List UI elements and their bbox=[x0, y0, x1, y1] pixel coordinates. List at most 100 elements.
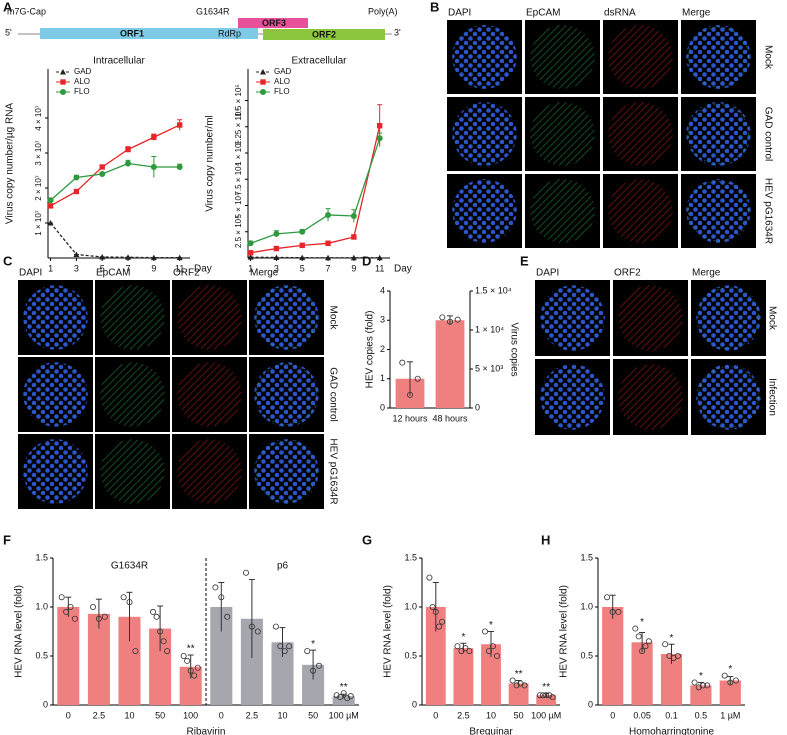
y-tick-label: 1.0 bbox=[580, 601, 593, 611]
legend-marker bbox=[260, 69, 266, 75]
data-point bbox=[414, 375, 421, 382]
y-tick-label: 1 × 10⁴ bbox=[475, 324, 504, 334]
bar bbox=[118, 616, 141, 705]
y-tick-label: 1.0 bbox=[404, 601, 417, 611]
organoid bbox=[452, 179, 517, 243]
y-tick-label: 7.5 × 10⁴ bbox=[234, 162, 243, 195]
marker bbox=[299, 242, 305, 249]
y-axis-label: HEV copies (fold) bbox=[365, 311, 376, 389]
data-point bbox=[546, 692, 553, 699]
organoid bbox=[530, 25, 595, 89]
significance: * bbox=[640, 617, 644, 628]
y-tick-label: 0.5 bbox=[580, 650, 593, 660]
y-tick-label: 1.5 × 10⁴ bbox=[475, 285, 512, 295]
bar bbox=[719, 680, 741, 705]
x-tick-label: 12 hours bbox=[392, 413, 428, 423]
legend-label: GAD bbox=[74, 67, 92, 76]
marker bbox=[273, 254, 280, 260]
y-tick-label: 1.5 bbox=[580, 552, 593, 562]
bar bbox=[453, 648, 474, 705]
panel-label: G bbox=[362, 532, 372, 547]
y-tick-label: 3 × 10⁷ bbox=[34, 140, 43, 165]
data-point bbox=[521, 682, 528, 689]
significance: * bbox=[461, 632, 465, 643]
marker bbox=[125, 254, 132, 260]
data-point bbox=[272, 623, 279, 630]
row-label: Mock bbox=[762, 45, 773, 70]
data-point bbox=[439, 618, 446, 625]
row-label: Infection bbox=[766, 378, 777, 416]
marker bbox=[151, 134, 157, 140]
data-point bbox=[462, 645, 469, 652]
significance: ** bbox=[542, 682, 550, 693]
bar bbox=[690, 685, 712, 705]
marker bbox=[325, 254, 332, 261]
organoid bbox=[686, 102, 751, 166]
marker bbox=[125, 146, 131, 153]
x-tick-label: 2.5 bbox=[93, 710, 106, 720]
polya-label: Poly(A) bbox=[368, 6, 398, 16]
y-tick-label: 4 × 10⁷ bbox=[34, 105, 43, 130]
data-point bbox=[454, 316, 461, 323]
data-point bbox=[489, 643, 496, 650]
y-tick-label: 1.5 × 10⁵ bbox=[234, 84, 243, 116]
legend-label: ALO bbox=[274, 77, 290, 86]
data-point bbox=[150, 608, 157, 615]
x-tick-label: 1 bbox=[48, 263, 53, 273]
marker bbox=[350, 213, 357, 219]
legend-marker bbox=[60, 89, 66, 95]
significance: * bbox=[670, 633, 674, 644]
bar bbox=[149, 628, 172, 705]
data-point bbox=[543, 692, 550, 699]
chart-title: Extracellular bbox=[291, 56, 347, 67]
marker bbox=[247, 250, 254, 256]
orf3-box bbox=[238, 18, 308, 28]
organoid bbox=[608, 25, 673, 89]
x-tick-label: 100 bbox=[183, 710, 198, 720]
data-point bbox=[486, 648, 493, 655]
data-point bbox=[304, 648, 311, 655]
marker bbox=[376, 254, 383, 261]
panel-label: C bbox=[3, 253, 13, 268]
y-tick-label: 1 × 10⁷ bbox=[34, 210, 43, 235]
organoid bbox=[177, 439, 242, 504]
marker bbox=[247, 254, 254, 260]
x-tick-label: 7 bbox=[126, 263, 131, 273]
x-tick-label: 50 bbox=[514, 710, 524, 720]
data-point bbox=[160, 638, 167, 645]
x-tick-label: 0 bbox=[433, 710, 438, 720]
row-label: GAD control bbox=[762, 107, 773, 161]
series-line bbox=[250, 125, 381, 254]
x-tick-label: 0.05 bbox=[633, 710, 651, 720]
x-tick-label: 11 bbox=[175, 263, 184, 273]
data-point bbox=[187, 667, 194, 674]
panel-label: E bbox=[520, 253, 529, 268]
x-tick-label: 3 bbox=[74, 263, 79, 273]
bar bbox=[179, 666, 202, 705]
channel-label: EpCAM bbox=[96, 268, 130, 279]
bar bbox=[425, 607, 446, 705]
data-point bbox=[310, 667, 317, 674]
x-axis-label: Brequinar bbox=[469, 727, 513, 735]
marker bbox=[376, 123, 383, 129]
row-label: HEV pG1634R bbox=[327, 438, 338, 504]
organoid bbox=[254, 285, 319, 350]
legend-label: ALO bbox=[74, 77, 90, 86]
x-tick-label: 48 hours bbox=[432, 413, 468, 423]
organoid bbox=[100, 362, 165, 427]
y-axis-label: HEV RNA level (fold) bbox=[559, 585, 570, 678]
x-tick-label: 100 µM bbox=[531, 710, 561, 720]
x-axis-label: Homoharringtonine bbox=[629, 727, 714, 735]
row-label: HEV pG1634R bbox=[762, 178, 773, 244]
data-point bbox=[642, 643, 649, 650]
y-tick-label: 1 bbox=[380, 373, 385, 383]
data-point bbox=[439, 314, 446, 321]
bar bbox=[271, 642, 294, 705]
overlay bbox=[688, 181, 749, 241]
marker bbox=[150, 254, 157, 261]
data-point bbox=[429, 604, 436, 611]
data-point bbox=[153, 613, 160, 620]
organoid bbox=[618, 364, 683, 430]
orf3-label: ORF3 bbox=[262, 18, 286, 28]
row-label: Mock bbox=[766, 306, 777, 331]
